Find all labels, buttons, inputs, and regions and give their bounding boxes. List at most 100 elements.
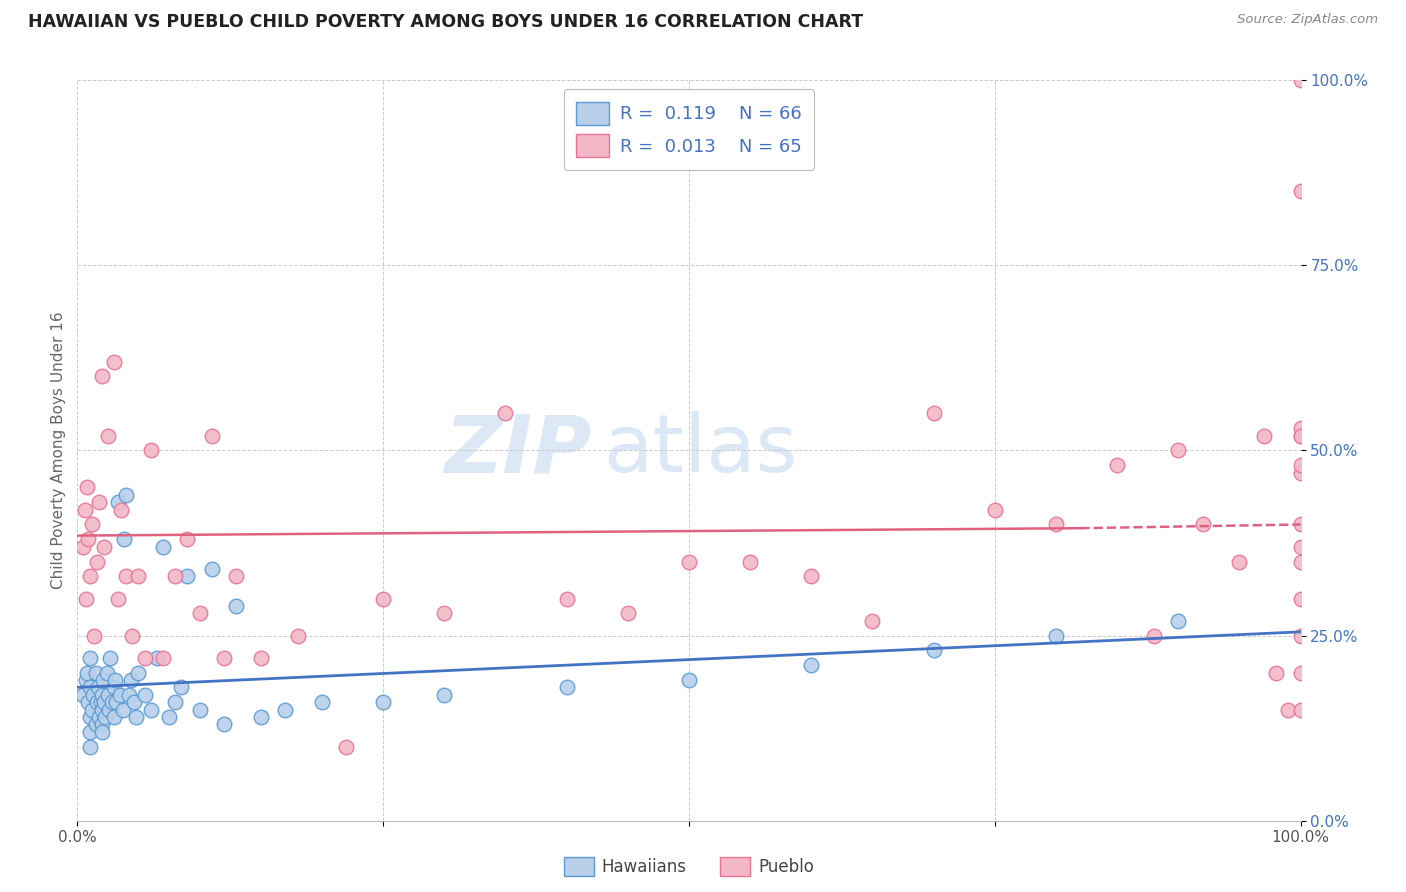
Point [80, 517, 103, 532]
Point [115, 488, 138, 502]
Point [89, 710, 111, 724]
Point [170, 681, 193, 695]
Point [90, 717, 112, 731]
Point [495, 407, 517, 421]
Point [90, 724, 112, 739]
Point [984, 502, 1007, 516]
Point [1289, 703, 1312, 717]
Point [107, 591, 129, 606]
Point [1253, 428, 1275, 442]
Point [1167, 443, 1189, 458]
Point [922, 643, 945, 657]
Point [212, 650, 235, 665]
Point [86, 695, 108, 709]
Point [121, 628, 143, 642]
Point [1289, 466, 1312, 480]
Point [108, 688, 131, 702]
Point [120, 673, 142, 687]
Point [1289, 665, 1312, 680]
Point [94, 710, 117, 724]
Point [1289, 591, 1312, 606]
Text: Source: ZipAtlas.com: Source: ZipAtlas.com [1237, 13, 1378, 27]
Point [90, 703, 112, 717]
Point [93, 695, 115, 709]
Point [1289, 428, 1312, 442]
Point [111, 703, 134, 717]
Point [1289, 540, 1312, 554]
Point [82, 688, 104, 702]
Point [97, 428, 120, 442]
Point [73, 502, 96, 516]
Point [1229, 554, 1251, 569]
Point [77, 695, 100, 709]
Text: atlas: atlas [603, 411, 797, 490]
Point [165, 569, 187, 583]
Point [98, 703, 121, 717]
Point [1143, 628, 1166, 642]
Point [188, 703, 211, 717]
Point [110, 502, 132, 516]
Point [79, 739, 101, 754]
Point [115, 569, 138, 583]
Point [100, 695, 122, 709]
Point [371, 591, 394, 606]
Point [122, 695, 145, 709]
Point [212, 717, 235, 731]
Point [862, 614, 884, 628]
Point [75, 591, 97, 606]
Point [1289, 554, 1312, 569]
Point [617, 607, 640, 621]
Point [107, 495, 129, 509]
Point [79, 569, 101, 583]
Y-axis label: Child Poverty Among Boys Under 16: Child Poverty Among Boys Under 16 [51, 311, 66, 590]
Point [1289, 73, 1312, 87]
Point [77, 533, 100, 547]
Point [335, 739, 357, 754]
Point [127, 569, 149, 583]
Point [250, 650, 273, 665]
Point [287, 628, 309, 642]
Point [922, 407, 945, 421]
Point [176, 533, 198, 547]
Point [93, 540, 115, 554]
Point [104, 673, 127, 687]
Point [433, 607, 456, 621]
Point [157, 710, 180, 724]
Point [91, 673, 114, 687]
Point [311, 695, 333, 709]
Point [1265, 665, 1288, 680]
Point [555, 591, 578, 606]
Point [79, 710, 101, 724]
Point [800, 569, 823, 583]
Point [90, 688, 112, 702]
Point [87, 681, 110, 695]
Point [112, 533, 135, 547]
Point [79, 650, 101, 665]
Point [1289, 458, 1312, 473]
Point [188, 607, 211, 621]
Point [678, 673, 700, 687]
Point [371, 695, 394, 709]
Text: HAWAIIAN VS PUEBLO CHILD POVERTY AMONG BOYS UNDER 16 CORRELATION CHART: HAWAIIAN VS PUEBLO CHILD POVERTY AMONG B… [28, 13, 863, 31]
Point [274, 703, 297, 717]
Point [76, 665, 98, 680]
Point [555, 681, 578, 695]
Point [146, 650, 169, 665]
Point [176, 569, 198, 583]
Point [83, 628, 105, 642]
Point [79, 724, 101, 739]
Point [1045, 517, 1067, 532]
Text: ZIP: ZIP [444, 411, 591, 490]
Point [1191, 517, 1213, 532]
Point [139, 703, 162, 717]
Point [1289, 628, 1312, 642]
Legend: Hawaiians, Pueblo: Hawaiians, Pueblo [557, 850, 821, 883]
Point [72, 688, 94, 702]
Point [201, 562, 224, 576]
Point [72, 540, 94, 554]
Point [1045, 628, 1067, 642]
Point [139, 443, 162, 458]
Point [89, 495, 111, 509]
Point [1289, 185, 1312, 199]
Point [84, 717, 107, 731]
